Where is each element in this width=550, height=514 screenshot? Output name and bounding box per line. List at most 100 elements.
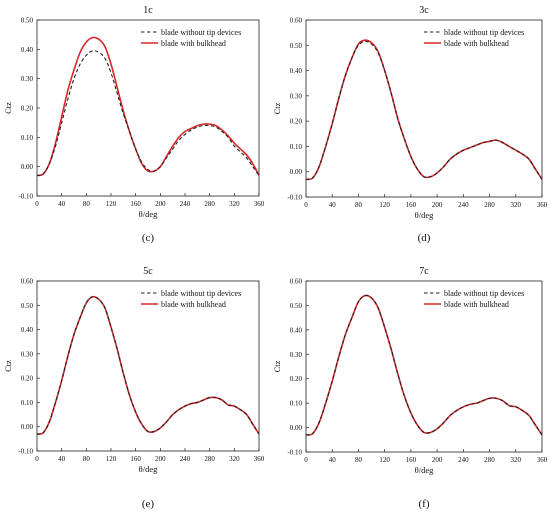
y-tick-label: 0.10 xyxy=(21,399,34,407)
y-tick-label: 0.00 xyxy=(290,168,303,176)
y-tick-label: -0.10 xyxy=(287,194,302,202)
x-axis-label: θ/deg xyxy=(139,209,158,219)
x-tick-label: 40 xyxy=(58,455,66,463)
x-tick-label: 80 xyxy=(355,456,363,464)
chart-panel-2: 3c -0.10 0.00 0.10 0.20 0.30 0.40 0.50 0.60 0 40 80… xyxy=(272,5,548,244)
x-tick-label: 160 xyxy=(130,200,141,208)
x-tick-label: 360 xyxy=(537,456,548,464)
x-tick-label: 240 xyxy=(180,455,191,463)
plot-frame xyxy=(36,280,260,452)
panel-label: (e) xyxy=(142,498,155,510)
x-axis-label: θ/deg xyxy=(139,464,158,474)
x-tick-label: 0 xyxy=(304,201,308,209)
x-tick-label: 120 xyxy=(106,455,117,463)
series-line-with-bulkhead xyxy=(36,36,260,177)
x-tick-label: 80 xyxy=(83,200,91,208)
y-tick-label: -0.10 xyxy=(18,193,33,201)
y-tick-label: 0.20 xyxy=(290,375,303,383)
x-tick-label: 40 xyxy=(329,456,337,464)
x-tick-label: 0 xyxy=(35,200,39,208)
x-axis-label: θ/deg xyxy=(415,465,434,475)
y-tick-label: 0.50 xyxy=(21,302,34,310)
y-tick-label: 0.30 xyxy=(21,75,34,83)
x-tick-label: 0 xyxy=(35,455,39,463)
y-tick-label: 0.30 xyxy=(290,92,303,100)
y-tick-label: 0.10 xyxy=(290,400,303,408)
chart-panel-4: 7c -0.10 0.00 0.10 0.20 0.30 0.40 0.50 0.60 0 40 80… xyxy=(272,266,548,510)
series-line-without-tip-devices xyxy=(36,296,260,435)
y-tick-label: 0.20 xyxy=(21,105,34,113)
series-line-without-tip-devices xyxy=(305,40,543,180)
y-tick-label: 0.00 xyxy=(21,163,34,171)
chart-title: 1c xyxy=(143,5,153,16)
y-tick-label: 0.30 xyxy=(21,350,34,358)
chart-title: 5c xyxy=(143,266,153,277)
y-axis-label: Ctz xyxy=(3,102,13,114)
x-tick-label: 40 xyxy=(329,201,337,209)
chart-panel-3: 5c -0.10 0.00 0.10 0.20 0.30 0.40 0.50 0.60 0 40 80… xyxy=(3,266,265,510)
x-tick-label: 240 xyxy=(180,200,191,208)
x-tick-label: 320 xyxy=(511,201,522,209)
x-tick-label: 200 xyxy=(155,455,166,463)
series-line-without-tip-devices xyxy=(305,294,543,436)
x-tick-label: 280 xyxy=(204,200,215,208)
x-tick-label: 160 xyxy=(406,201,417,209)
plot-frame xyxy=(305,280,543,453)
y-tick-label: 0.10 xyxy=(21,134,34,142)
y-axis-label: Ctz xyxy=(272,360,282,372)
x-tick-label: 200 xyxy=(155,200,166,208)
y-tick-label: 0.60 xyxy=(290,17,303,25)
y-tick-label: -0.10 xyxy=(18,448,33,456)
chart-panel-1: 1c -0.10 0.00 0.10 0.20 0.30 0.40 0.50 0 40 80 120 1… xyxy=(3,5,265,244)
x-tick-label: 120 xyxy=(379,456,390,464)
y-tick-label: 0.50 xyxy=(290,302,303,310)
x-tick-label: 80 xyxy=(83,455,91,463)
x-tick-label: 120 xyxy=(106,200,117,208)
x-tick-label: 0 xyxy=(304,456,308,464)
y-tick-label: 0.40 xyxy=(290,326,303,334)
y-tick-label: 0.50 xyxy=(21,17,34,25)
y-tick-label: 0.50 xyxy=(290,42,303,50)
chart-title: 3c xyxy=(419,5,429,16)
y-tick-label: 0.20 xyxy=(21,375,34,383)
y-tick-label: 0.10 xyxy=(290,143,303,151)
x-tick-label: 240 xyxy=(458,201,469,209)
legend-label: blade without tip devices xyxy=(444,289,524,298)
x-tick-label: 360 xyxy=(254,455,265,463)
y-tick-label: 0.60 xyxy=(21,278,34,286)
x-tick-label: 320 xyxy=(229,455,240,463)
y-tick-label: 0.40 xyxy=(21,326,34,334)
x-tick-label: 240 xyxy=(458,456,469,464)
y-axis-label: Ctz xyxy=(3,360,13,372)
y-tick-label: 0.20 xyxy=(290,118,303,126)
x-tick-label: 40 xyxy=(58,200,66,208)
x-tick-label: 280 xyxy=(484,456,495,464)
legend-label: blade with bulkhead xyxy=(444,39,509,48)
x-tick-label: 80 xyxy=(355,201,363,209)
legend-label: blade with bulkhead xyxy=(444,300,509,309)
panel-label: (c) xyxy=(142,232,155,244)
y-tick-label: 0.00 xyxy=(21,423,34,431)
x-tick-label: 160 xyxy=(130,455,141,463)
series-line-with-bulkhead xyxy=(305,294,543,436)
y-axis-label: Ctz xyxy=(272,102,282,114)
x-tick-label: 320 xyxy=(511,456,522,464)
series-line-without-tip-devices xyxy=(36,50,260,177)
chart-title: 7c xyxy=(419,266,429,277)
panel-label: (f) xyxy=(419,498,430,510)
plot-frame xyxy=(305,19,543,198)
series-line-with-bulkhead xyxy=(305,39,543,181)
y-tick-label: 0.30 xyxy=(290,351,303,359)
x-tick-label: 280 xyxy=(204,455,215,463)
y-tick-label: 0.40 xyxy=(290,67,303,75)
legend-label: blade without tip devices xyxy=(161,28,241,37)
legend-label: blade with bulkhead xyxy=(161,300,226,309)
x-tick-label: 200 xyxy=(432,456,443,464)
x-tick-label: 360 xyxy=(254,200,265,208)
series-line-with-bulkhead xyxy=(36,295,260,435)
x-tick-label: 160 xyxy=(406,456,417,464)
legend-label: blade without tip devices xyxy=(444,28,524,37)
y-tick-label: 0.60 xyxy=(290,278,303,286)
x-axis-label: θ/deg xyxy=(415,210,434,220)
